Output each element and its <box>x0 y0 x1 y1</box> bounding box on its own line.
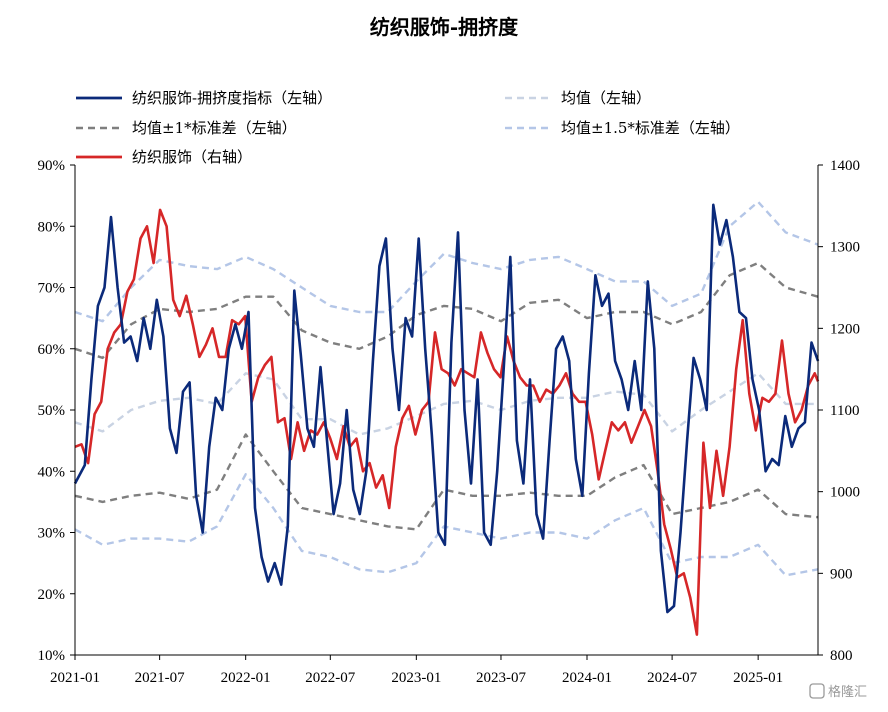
x-tick-label: 2024-07 <box>647 670 697 686</box>
left-tick-label: 40% <box>38 464 66 480</box>
series-line-1 <box>74 208 820 636</box>
x-tick-label: 2021-01 <box>50 670 100 686</box>
legend-label: 均值±1*标准差（左轴） <box>132 119 297 137</box>
x-tick-label: 2023-07 <box>476 670 526 686</box>
right-tick-label: 1000 <box>830 485 860 501</box>
left-tick-label: 20% <box>38 587 66 603</box>
series-line-2 <box>74 372 818 436</box>
left-tick-label: 70% <box>38 281 66 297</box>
right-tick-label: 1100 <box>830 403 859 419</box>
right-tick-label: 800 <box>830 648 853 664</box>
right-tick-label: 1400 <box>830 158 860 174</box>
x-tick-label: 2023-01 <box>391 670 441 686</box>
left-tick-label: 60% <box>38 342 66 358</box>
series-line-6 <box>74 473 819 577</box>
left-tick-label: 50% <box>38 403 66 419</box>
legend-label: 均值（左轴） <box>561 89 651 107</box>
legend-item: 纺织服饰（右轴） <box>76 148 252 166</box>
x-tick-label: 2025-01 <box>733 670 783 686</box>
axes: 10% 20% 30% 40% 50% 60% 70% 80% 90% 800 900 1000 110… <box>38 158 861 686</box>
watermark-text: 格隆汇 <box>828 684 867 700</box>
right-tick-label: 1300 <box>830 240 860 256</box>
watermark: 格隆汇 <box>809 683 867 700</box>
left-tick-label: 90% <box>38 158 66 174</box>
x-tick-label: 2021-07 <box>135 670 185 686</box>
series-line-4 <box>74 433 819 531</box>
x-tick-label: 2022-01 <box>221 670 271 686</box>
legend-item: 均值±1*标准差（左轴） <box>76 119 297 137</box>
left-tick-label: 80% <box>38 219 66 235</box>
x-tick-label: 2022-07 <box>305 670 355 686</box>
left-tick-label: 30% <box>38 526 66 542</box>
legend-label: 纺织服饰-拥挤度指标（左轴） <box>132 89 332 107</box>
x-tick-label: 2024-01 <box>562 670 612 686</box>
plot-area <box>73 200 820 636</box>
right-tick-label: 1200 <box>830 321 860 337</box>
series-line-0 <box>73 203 820 614</box>
legend-item: 均值（左轴） <box>505 89 651 107</box>
series-line-3 <box>74 261 819 360</box>
watermark-logo-icon <box>809 683 825 699</box>
legend-label: 纺织服饰（右轴） <box>132 148 252 166</box>
right-tick-label: 900 <box>830 566 853 582</box>
legend-label: 均值±1.5*标准差（左轴） <box>561 119 740 137</box>
legend-item: 均值±1.5*标准差（左轴） <box>505 119 740 137</box>
legend-item: 纺织服饰-拥挤度指标（左轴） <box>76 89 332 107</box>
left-tick-label: 10% <box>38 648 66 664</box>
legend: 纺织服饰-拥挤度指标（左轴） 均值（左轴） 均值±1*标准差（左轴） 均值±1.5*标… <box>76 89 740 166</box>
chart-title: 纺织服饰-拥挤度 <box>370 15 519 39</box>
